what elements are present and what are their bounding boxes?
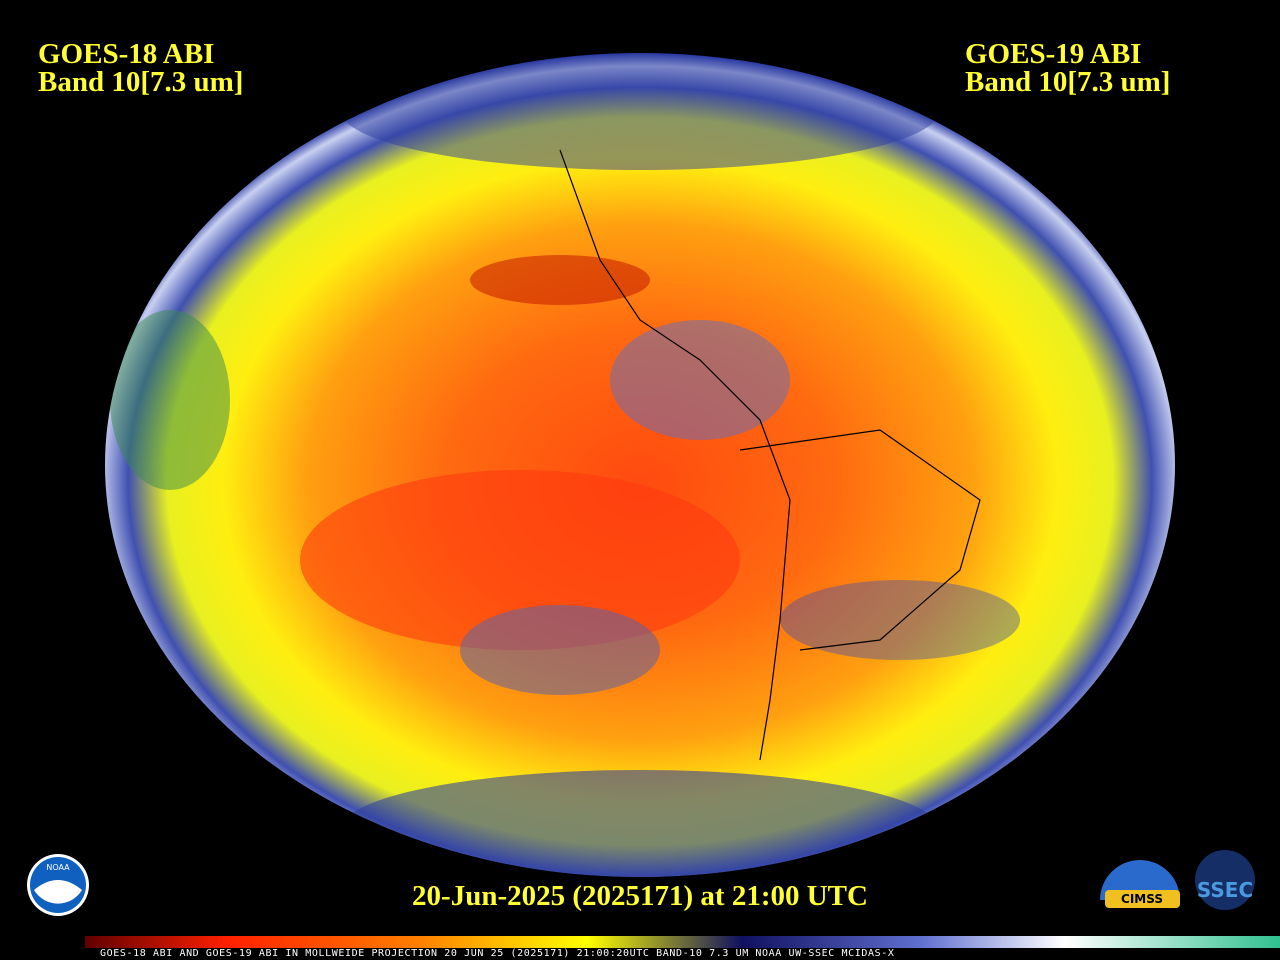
right-band: Band 10[7.3 um] [965,66,1170,98]
coastline [559,149,981,761]
cimss-logo: CIMSS [1100,860,1180,908]
colorbar-caption: GOES-18 ABI AND GOES-19 ABI IN MOLLWEIDE… [100,948,894,959]
noaa-logo: NOAA [27,854,89,916]
ssec-text: SSEC [1197,878,1253,902]
cimss-text: CIMSS [1121,892,1163,906]
timestamp: 20-Jun-2025 (2025171) at 21:00 UTC [412,880,868,912]
ssec-logo: SSEC [1195,850,1255,910]
left-satellite: GOES-18 ABI [38,38,214,70]
noaa-text: NOAA [46,863,70,872]
right-satellite: GOES-19 ABI [965,38,1141,70]
globe [105,53,1175,877]
left-band: Band 10[7.3 um] [38,66,243,98]
colorbar [85,936,1280,948]
